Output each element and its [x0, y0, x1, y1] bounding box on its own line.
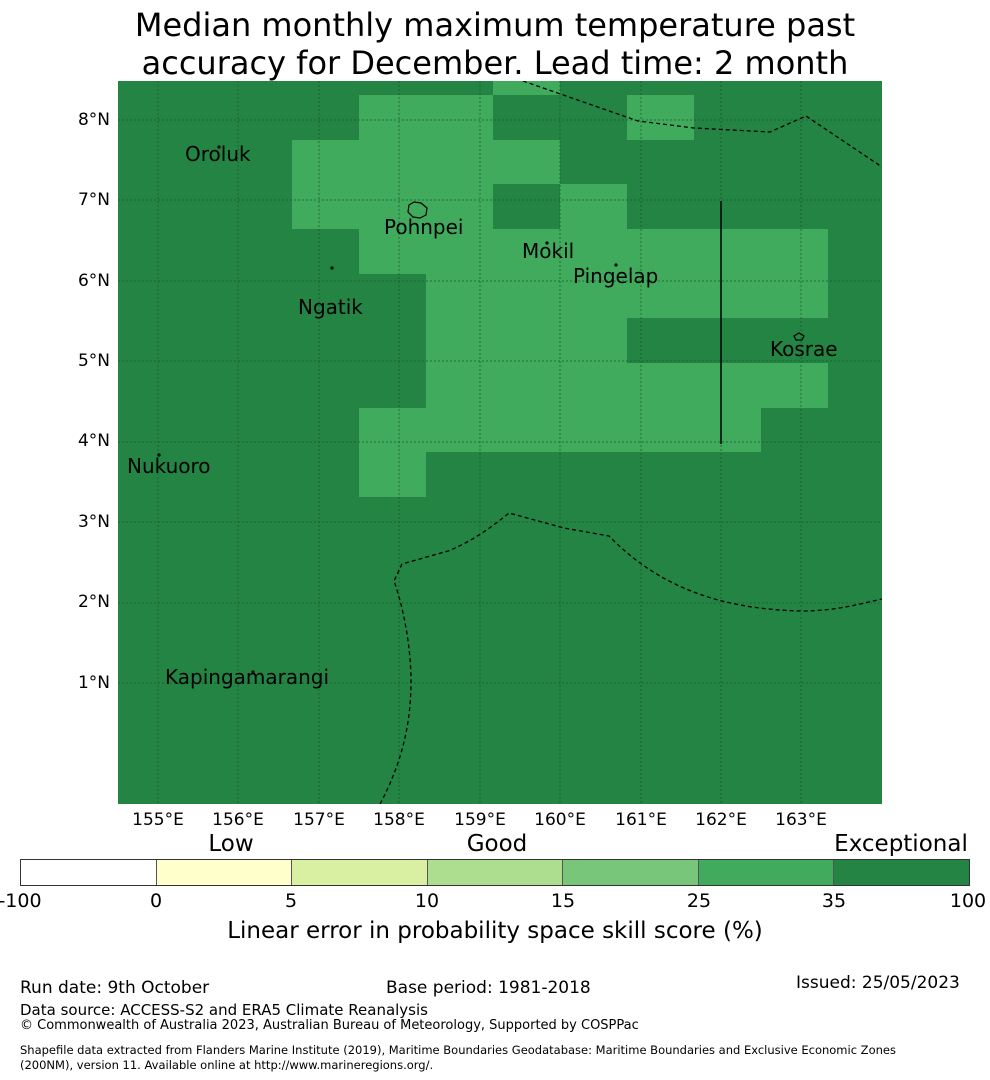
- shapefile-credit-line-1: Shapefile data extracted from Flanders M…: [20, 1043, 896, 1057]
- lat-label-3n: 3°N: [77, 512, 110, 532]
- islands: [157, 145, 805, 674]
- skill-cell: [292, 184, 493, 229]
- place-oroluk: Oroluk: [185, 142, 251, 166]
- place-mokil: Mokil: [522, 239, 575, 263]
- kapingamarangi-island: [251, 670, 255, 674]
- colorbar-segment: [156, 860, 293, 885]
- lat-label-4n: 4°N: [77, 431, 110, 451]
- colorbar-tick: 35: [821, 890, 847, 912]
- skill-cell: [493, 81, 560, 95]
- lat-label-8n: 8°N: [77, 110, 110, 130]
- category-exceptional: Exceptional: [834, 831, 968, 857]
- category-good: Good: [466, 831, 528, 857]
- colorbar: [20, 859, 970, 886]
- lon-label-160e: 160°E: [534, 810, 586, 830]
- lon-label-161e: 161°E: [615, 810, 667, 830]
- lon-label-163e: 163°E: [775, 810, 827, 830]
- title-line-2: accuracy for December. Lead time: 2 mont…: [141, 44, 849, 82]
- skill-cell: [627, 95, 694, 140]
- base-period: Base period: 1981-2018: [386, 978, 591, 998]
- shapefile-credit-line-2: (200NM), version 11. Available online at…: [20, 1058, 434, 1072]
- skill-cell: [426, 363, 828, 408]
- data-source: Data source: ACCESS-S2 and ERA5 Climate …: [20, 1001, 428, 1019]
- kosrae-island-outline: [793, 332, 805, 341]
- oroluk-island: [217, 145, 221, 149]
- lon-label-162e: 162°E: [695, 810, 747, 830]
- place-kosrae: Kosrae: [770, 337, 838, 361]
- mokil-island: [545, 241, 549, 245]
- place-ngatik: Ngatik: [298, 295, 363, 319]
- colorbar-segment: [563, 860, 699, 885]
- lon-label-159e: 159°E: [454, 810, 506, 830]
- place-nukuoro: Nukuoro: [127, 454, 211, 478]
- lon-label-158e: 158°E: [373, 810, 425, 830]
- title-line-1: Median monthly maximum temperature past: [134, 6, 856, 44]
- skill-cell: [627, 229, 828, 274]
- skill-cell: [359, 95, 493, 140]
- place-pingelap: Pingelap: [573, 264, 659, 288]
- lat-label-1n: 1°N: [77, 673, 110, 693]
- lat-label-6n: 6°N: [77, 271, 110, 291]
- pohnpei-island-outline: [407, 201, 428, 219]
- colorbar-segment: [292, 860, 428, 885]
- colorbar-segment: [698, 860, 835, 885]
- graticule: [118, 81, 882, 804]
- skill-cell: [292, 140, 560, 184]
- skill-cell: [359, 229, 627, 274]
- category-low: Low: [208, 831, 254, 857]
- place-pohnpei: Pohnpei: [384, 215, 464, 239]
- eez-boundary-north: [522, 81, 882, 168]
- colorbar-segment: [427, 860, 564, 885]
- colorbar-tick: -100: [0, 890, 42, 912]
- skill-map[interactable]: [118, 81, 882, 804]
- lon-label-155e: 155°E: [132, 810, 184, 830]
- lon-label-156e: 156°E: [212, 810, 264, 830]
- colorbar-tick: 100: [949, 890, 987, 912]
- lat-label-5n: 5°N: [77, 351, 110, 371]
- ngatik-island: [330, 266, 334, 270]
- skill-cell: [426, 318, 627, 363]
- issued-date: Issued: 25/05/2023: [796, 973, 960, 993]
- skill-cell: [359, 452, 426, 497]
- skill-cells-25-35: [292, 81, 828, 497]
- eez-boundary-south: [379, 512, 882, 804]
- lon-label-157e: 157°E: [293, 810, 345, 830]
- chart-title: Median monthly maximum temperature past …: [0, 6, 990, 82]
- colorbar-tick: 25: [686, 890, 712, 912]
- colorbar-segment: [21, 860, 157, 885]
- pingelap-island: [614, 263, 618, 267]
- colorbar-label: Linear error in probability space skill …: [227, 918, 763, 944]
- place-kapingamarangi: Kapingamarangi: [165, 665, 330, 689]
- colorbar-tick: 0: [149, 890, 163, 912]
- colorbar-tick: 5: [284, 890, 298, 912]
- nukuoro-island: [157, 453, 161, 457]
- map-svg: [118, 81, 882, 804]
- lat-label-2n: 2°N: [77, 592, 110, 612]
- colorbar-segment: [834, 860, 970, 885]
- skill-cell: [560, 184, 627, 229]
- colorbar-tick: 10: [414, 890, 440, 912]
- colorbar-tick: 15: [550, 890, 576, 912]
- eez-boundaries: [379, 81, 882, 804]
- run-date: Run date: 9th October: [20, 978, 210, 998]
- copyright: © Commonwealth of Australia 2023, Austra…: [20, 1018, 639, 1033]
- lat-label-7n: 7°N: [77, 190, 110, 210]
